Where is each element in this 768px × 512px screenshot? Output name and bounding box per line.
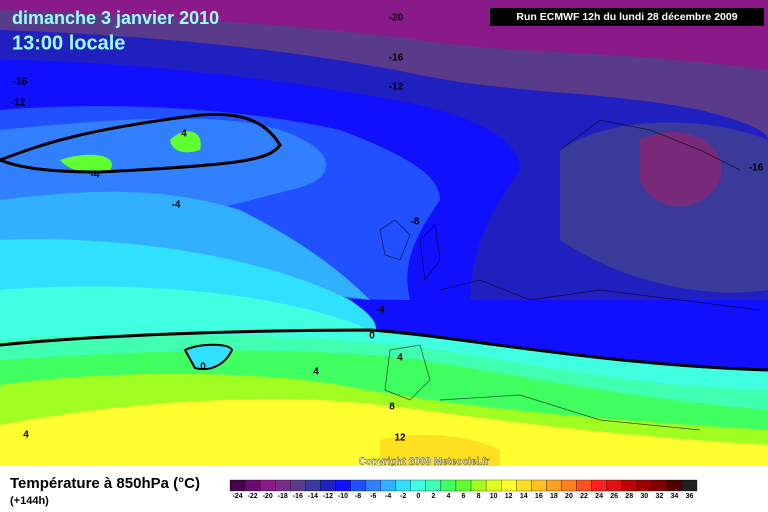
contour-labels: -20 -16 -12 -16 -12 4 -4 -4 -8 -16 -4 0 4 0 4 8 12 4 xyxy=(11,13,764,444)
color-swatch xyxy=(259,479,276,492)
contour-label: 4 xyxy=(397,353,403,364)
scale-label: 8 xyxy=(477,493,481,500)
color-swatch xyxy=(501,479,517,492)
scale-label: 22 xyxy=(580,493,588,500)
contour-label: -20 xyxy=(389,13,404,24)
color-swatch xyxy=(290,479,306,492)
color-swatch xyxy=(516,479,532,492)
scale-label: 18 xyxy=(550,493,558,500)
color-swatch xyxy=(485,479,502,492)
color-swatch xyxy=(335,479,351,492)
contour-label: 8 xyxy=(389,402,395,413)
color-swatch xyxy=(591,479,607,492)
map-time: 13:00 locale xyxy=(12,32,125,54)
scale-label: -4 xyxy=(385,493,391,500)
scale-label: 34 xyxy=(671,493,679,500)
contour-label: -12 xyxy=(389,82,404,93)
contour-label: -4 xyxy=(172,200,181,211)
scale-label: -8 xyxy=(355,493,361,500)
contour-label: -4 xyxy=(376,305,385,316)
color-swatch xyxy=(229,479,246,492)
color-swatch xyxy=(440,479,457,492)
scale-label: -2 xyxy=(400,493,406,500)
contour-label: 4 xyxy=(181,129,187,140)
scale-label: 20 xyxy=(565,493,573,500)
color-swatch xyxy=(455,479,472,492)
color-swatch xyxy=(380,479,396,492)
scale-label: 30 xyxy=(640,493,648,500)
scale-label: 12 xyxy=(505,493,513,500)
scale-label: 36 xyxy=(686,493,694,500)
color-swatch xyxy=(305,479,321,492)
scale-label: 14 xyxy=(520,493,528,500)
scale-label: 16 xyxy=(535,493,543,500)
contour-label: -4 xyxy=(91,170,100,181)
run-info: Run ECMWF 12h du lundi 28 décembre 2009 xyxy=(516,11,737,23)
run-box xyxy=(490,8,764,26)
contour-label: 4 xyxy=(313,367,319,378)
map xyxy=(0,0,768,466)
copyright: Copyright 2009 Meteociel.fr xyxy=(359,457,490,468)
scale-label: 0 xyxy=(416,493,420,500)
scale-label: 26 xyxy=(610,493,618,500)
scale-label: -14 xyxy=(308,493,318,500)
contour-label: 0 xyxy=(369,331,375,342)
color-swatch xyxy=(561,479,577,492)
scale-label: -12 xyxy=(323,493,333,500)
scale-label: 24 xyxy=(595,493,603,500)
scale-label: 6 xyxy=(462,493,466,500)
contour-label: -12 xyxy=(11,98,26,109)
color-swatch xyxy=(320,479,336,492)
contour-label: 0 xyxy=(200,362,206,373)
contour-label: 12 xyxy=(394,433,406,444)
contour-label: -8 xyxy=(411,217,420,228)
legend-title: Température à 850hPa (°C) xyxy=(10,475,200,492)
color-swatch xyxy=(576,479,592,492)
scale-label: -22 xyxy=(248,493,258,500)
color-swatch xyxy=(636,479,652,492)
scale-label: -16 xyxy=(293,493,303,500)
scale-label: 4 xyxy=(446,493,450,500)
scale-label: -18 xyxy=(278,493,288,500)
color-scale: -24 -22 -20 -18 -16 -14 -12 -10 -8 -6 -4 -2 0 2 4 6 8 10 1… xyxy=(229,479,698,500)
contour-label: -16 xyxy=(749,163,764,174)
color-swatch xyxy=(546,479,562,492)
contour-label: -16 xyxy=(389,53,404,64)
color-swatch xyxy=(365,479,381,492)
scale-label: -10 xyxy=(338,493,348,500)
color-swatch xyxy=(425,479,442,492)
scale-label: -20 xyxy=(263,493,273,500)
color-swatch xyxy=(275,479,291,492)
scale-label: 10 xyxy=(490,493,498,500)
color-swatch xyxy=(531,479,547,492)
color-swatch xyxy=(666,479,683,492)
map-date: dimanche 3 janvier 2010 xyxy=(12,8,219,28)
scale-label: 2 xyxy=(431,493,435,500)
scale-label: 32 xyxy=(655,493,663,500)
color-swatch xyxy=(470,479,487,492)
scale-label: -6 xyxy=(370,493,376,500)
color-swatch xyxy=(350,479,366,492)
color-swatch xyxy=(244,479,261,492)
color-swatch xyxy=(621,479,637,492)
color-swatch xyxy=(606,479,622,492)
color-swatch xyxy=(681,479,698,492)
contour-label: 4 xyxy=(23,430,29,441)
contour-label: -16 xyxy=(13,77,28,88)
color-swatch xyxy=(410,479,426,492)
scale-label: 28 xyxy=(625,493,633,500)
scale-label: -24 xyxy=(232,493,242,500)
color-swatch xyxy=(395,479,411,492)
lead-time: (+144h) xyxy=(10,495,49,507)
color-swatch xyxy=(651,479,668,492)
